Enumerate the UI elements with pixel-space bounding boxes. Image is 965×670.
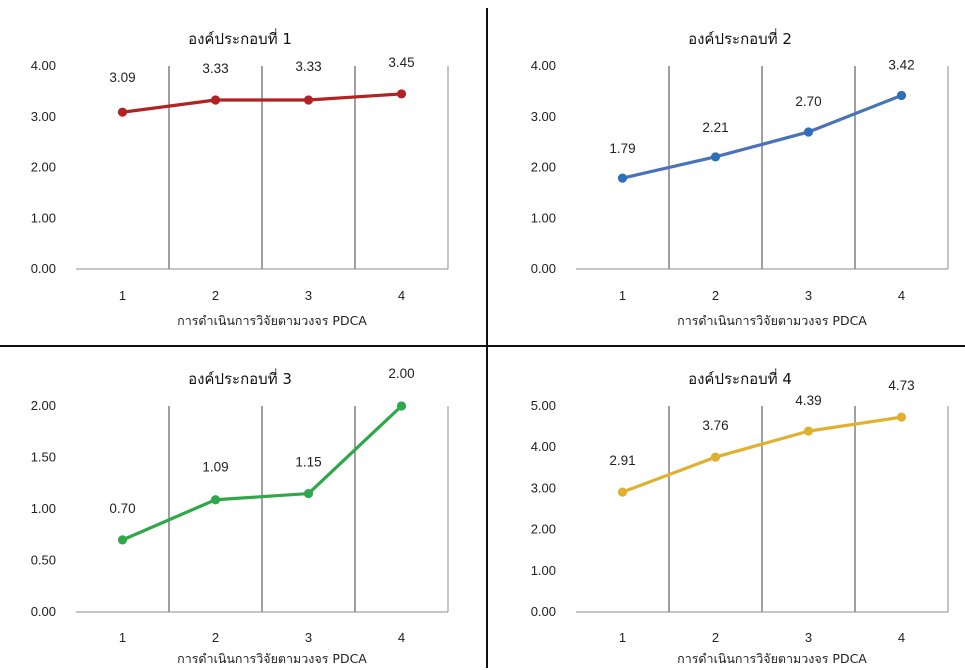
- chart2-y-tick-label: 4.00: [531, 58, 556, 73]
- chart2-x-tick-label: 3: [805, 288, 812, 303]
- chart4-title: องค์ประกอบที่ 4: [688, 368, 792, 388]
- chart1-y-tick-label: 4.00: [31, 58, 56, 73]
- chart3-y-tick-label: 1.00: [31, 501, 56, 516]
- chart4-y-tick-label: 1.00: [531, 563, 556, 578]
- chart3-x-axis-title: การดำเนินการวิจัยตามวงจร PDCA: [177, 651, 367, 666]
- chart3-y-tick-label: 0.00: [31, 604, 56, 619]
- chart2-x-axis-title: การดำเนินการวิจัยตามวงจร PDCA: [677, 313, 867, 328]
- chart4-y-tick-label: 3.00: [531, 480, 556, 495]
- chart4-data-label: 4.73: [888, 378, 914, 393]
- chart1-data-label: 3.33: [202, 61, 228, 76]
- chart4-x-tick-label: 3: [805, 630, 812, 645]
- chart2-y-tick-label: 3.00: [531, 109, 556, 124]
- chart3-x-tick-label: 4: [398, 630, 405, 645]
- chart1-data-point: [396, 89, 407, 99]
- chart3-data-point: [210, 495, 221, 505]
- chart4-data-point: [617, 487, 628, 497]
- chart4-x-tick-label: 1: [619, 630, 626, 645]
- chart3-data-label: 1.15: [295, 455, 321, 470]
- chart2-data-label: 2.70: [795, 94, 821, 109]
- chart1-x-axis-title: การดำเนินการวิจัยตามวงจร PDCA: [177, 313, 367, 328]
- chart4-data-label: 2.91: [609, 453, 635, 468]
- chart2-data-label: 2.21: [702, 120, 728, 135]
- chart2-y-tick-label: 2.00: [531, 160, 556, 175]
- chart4-data-label: 4.39: [795, 393, 821, 408]
- chart1-data-label: 3.45: [388, 55, 414, 70]
- chart2-data-label: 1.79: [609, 141, 635, 156]
- chart2-data-label: 3.42: [888, 57, 914, 72]
- chart1-x-tick-label: 1: [119, 288, 126, 303]
- chart4-data-point: [896, 412, 907, 422]
- chart1-data-point: [210, 95, 221, 105]
- chart4-data-point: [710, 452, 721, 462]
- chart2-y-tick-label: 0.00: [531, 261, 556, 276]
- chart4-y-tick-label: 2.00: [531, 522, 556, 537]
- chart1-y-tick-label: 1.00: [31, 210, 56, 225]
- chart3-y-tick-label: 0.50: [31, 553, 56, 568]
- chart4-y-tick-label: 0.00: [531, 604, 556, 619]
- chart1-data-label: 3.33: [295, 59, 321, 74]
- chart2-y-tick-label: 1.00: [531, 210, 556, 225]
- chart4-x-axis-title: การดำเนินการวิจัยตามวงจร PDCA: [677, 651, 867, 666]
- chart4-data-label: 3.76: [702, 418, 728, 433]
- chart1-data-point: [117, 107, 128, 117]
- chart2-data-point: [803, 127, 814, 137]
- chart2-series-line: [620, 93, 904, 180]
- chart3-x-tick-label: 2: [212, 630, 219, 645]
- chart1-x-tick-label: 2: [212, 288, 219, 303]
- chart4-series-line: [620, 415, 904, 494]
- chart1-y-tick-label: 0.00: [31, 261, 56, 276]
- chart4-data-point: [803, 426, 814, 436]
- chart2-data-point: [896, 90, 907, 101]
- chart4-x-tick-label: 4: [898, 630, 905, 645]
- chart4-x-tick-label: 2: [712, 630, 719, 645]
- chart1-x-tick-label: 3: [305, 288, 312, 303]
- chart2-data-point: [710, 152, 721, 162]
- chart3-data-point: [303, 488, 314, 499]
- chart3-data-label: 0.70: [109, 501, 135, 516]
- chart2-x-tick-label: 1: [619, 288, 626, 303]
- chart3-x-tick-label: 1: [119, 630, 126, 645]
- chart3-series-line: [120, 404, 404, 542]
- chart1-y-tick-label: 2.00: [31, 160, 56, 175]
- chart3-x-tick-label: 3: [305, 630, 312, 645]
- chart4-y-tick-label: 4.00: [531, 439, 556, 454]
- chart1-x-tick-label: 4: [398, 288, 405, 303]
- chart3-data-label: 2.00: [388, 366, 414, 381]
- chart2-title: องค์ประกอบที่ 2: [688, 28, 792, 48]
- chart3-title: องค์ประกอบที่ 3: [188, 368, 292, 388]
- chart3-data-label: 1.09: [202, 460, 228, 475]
- chart2-data-point: [617, 173, 628, 183]
- chart1-data-point: [303, 95, 314, 105]
- chart1-data-label: 3.09: [109, 70, 135, 85]
- chart2-x-tick-label: 4: [898, 288, 905, 303]
- chart3-data-point: [117, 535, 128, 545]
- chart3-y-tick-label: 2.00: [31, 398, 56, 413]
- chart1-y-tick-label: 3.00: [31, 109, 56, 124]
- chart4-y-tick-label: 5.00: [531, 398, 556, 413]
- chart2-x-tick-label: 2: [712, 288, 719, 303]
- chart1-series-line: [120, 92, 404, 114]
- chart3-data-point: [396, 401, 407, 411]
- chart1-title: องค์ประกอบที่ 1: [188, 28, 292, 48]
- chart3-y-tick-label: 1.50: [31, 450, 56, 465]
